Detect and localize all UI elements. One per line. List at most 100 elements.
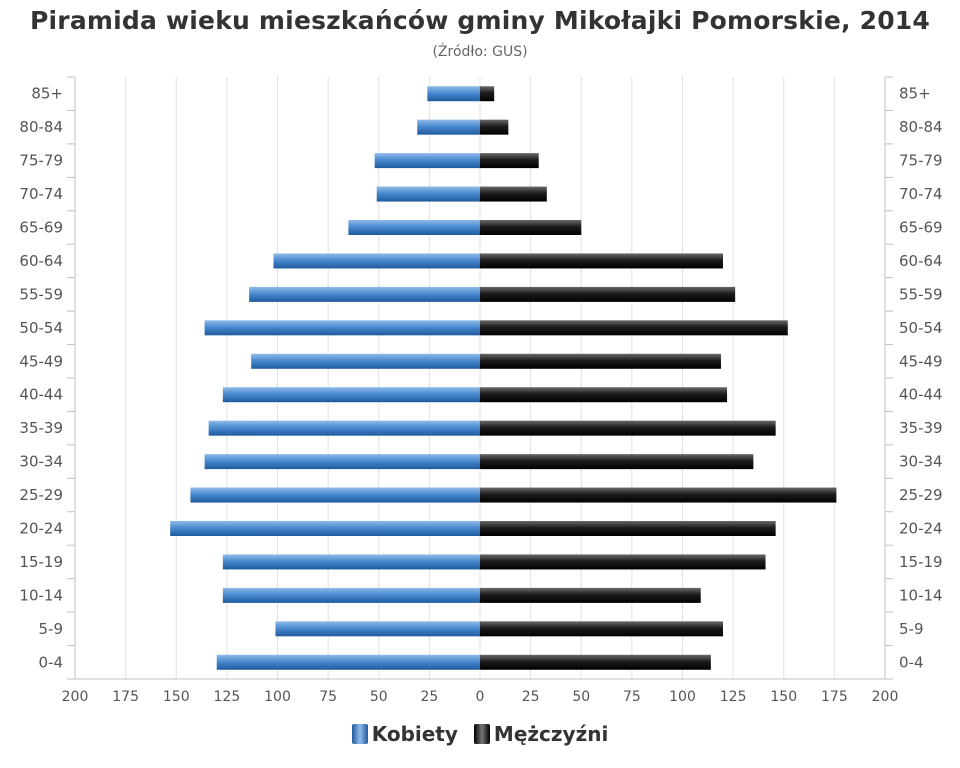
category-label-left: 10-14 [19,586,63,604]
category-label-right: 50-54 [899,319,943,337]
bar-kobiety[interactable] [216,654,480,670]
category-label-left: 85+ [31,85,63,103]
category-label-right: 85+ [899,85,931,103]
category-label-right: 40-44 [899,386,943,404]
x-tick-label: 200 [872,689,899,705]
bar-kobiety[interactable] [204,320,480,336]
category-label-left: 25-29 [19,486,63,504]
bar-mezczyzni[interactable] [480,554,766,570]
legend: Kobiety Mężczyźni [0,722,960,746]
category-label-left: 35-39 [19,419,63,437]
bar-mezczyzni[interactable] [480,220,582,235]
x-tick-label: 125 [214,689,241,705]
x-tick-label: 100 [669,689,696,705]
x-tick-label: 100 [264,689,291,705]
bar-kobiety[interactable] [427,86,480,102]
category-label-left: 75-79 [19,152,63,170]
x-tick-label: 25 [522,689,540,705]
bar-kobiety[interactable] [374,153,480,169]
bar-kobiety[interactable] [348,220,480,235]
legend-swatch-kobiety [351,724,368,744]
grid-lines [67,76,893,680]
bar-mezczyzni[interactable] [480,253,723,269]
chart-subtitle: (Źródło: GUS) [432,44,528,60]
category-label-left: 15-19 [19,553,63,571]
category-label-left: 70-74 [19,185,63,203]
x-tick-label: 150 [163,689,190,705]
axis-labels: 200 175 150 125 100 75 50 25 0 25 50 75 100 125 150 175… [19,85,942,705]
x-tick-label: 125 [720,689,747,705]
category-label-right: 0-4 [899,653,924,671]
category-label-left: 0-4 [39,653,64,671]
bar-mezczyzni[interactable] [480,420,776,436]
x-tick-label: 75 [319,689,337,705]
category-label-left: 5-9 [39,620,64,638]
bar-mezczyzni[interactable] [480,487,837,503]
legend-label-mezczyzni: Mężczyźni [493,722,609,746]
x-tick-label: 150 [770,689,797,705]
bar-mezczyzni[interactable] [480,521,776,536]
bar-kobiety[interactable] [222,554,480,570]
category-label-left: 40-44 [19,386,63,404]
category-label-right: 80-84 [899,118,943,136]
category-label-right: 60-64 [899,252,943,270]
bar-kobiety[interactable] [273,253,480,269]
x-tick-label: 50 [370,689,388,705]
x-tick-label: 175 [821,689,848,705]
bar-kobiety[interactable] [204,454,480,470]
bar-mezczyzni[interactable] [480,320,788,336]
category-label-right: 5-9 [899,620,924,638]
x-tick-label: 0 [476,689,485,705]
bar-mezczyzni[interactable] [480,86,495,102]
category-label-left: 60-64 [19,252,63,270]
bar-kobiety[interactable] [376,186,480,202]
category-label-right: 10-14 [899,586,943,604]
bar-mezczyzni[interactable] [480,587,701,603]
bars [170,86,837,670]
category-label-right: 70-74 [899,185,943,203]
category-label-right: 65-69 [899,219,943,237]
category-label-left: 80-84 [19,118,63,136]
category-label-left: 45-49 [19,352,63,370]
category-label-right: 55-59 [899,285,943,303]
bar-mezczyzni[interactable] [480,286,736,302]
category-label-right: 30-34 [899,453,943,471]
chart-title: Piramida wieku mieszkańców gminy Mikołaj… [30,6,930,35]
bar-mezczyzni[interactable] [480,119,509,135]
bar-mezczyzni[interactable] [480,654,711,670]
bar-mezczyzni[interactable] [480,454,754,470]
category-label-left: 65-69 [19,219,63,237]
category-label-right: 25-29 [899,486,943,504]
bar-kobiety[interactable] [170,521,481,536]
bar-mezczyzni[interactable] [480,353,721,369]
bar-kobiety[interactable] [222,587,480,603]
bar-kobiety[interactable] [190,487,481,503]
legend-item-kobiety[interactable]: Kobiety [351,722,458,746]
legend-swatch-mezczyzni [473,724,490,744]
legend-label-kobiety: Kobiety [371,722,458,746]
bar-mezczyzni[interactable] [480,621,723,637]
x-tick-label: 75 [623,689,641,705]
bar-kobiety[interactable] [208,420,480,436]
legend-item-mezczyzni[interactable]: Mężczyźni [473,722,609,746]
category-label-left: 30-34 [19,453,63,471]
bar-mezczyzni[interactable] [480,186,547,202]
category-label-right: 20-24 [899,520,943,538]
bar-kobiety[interactable] [222,387,480,403]
category-label-right: 15-19 [899,553,943,571]
category-label-right: 45-49 [899,352,943,370]
bar-mezczyzni[interactable] [480,387,728,403]
x-tick-label: 25 [420,689,438,705]
bar-kobiety[interactable] [251,353,480,369]
bar-mezczyzni[interactable] [480,153,539,169]
x-tick-label: 50 [572,689,590,705]
bar-kobiety[interactable] [249,286,480,302]
bar-kobiety[interactable] [275,621,480,637]
category-label-right: 35-39 [899,419,943,437]
category-label-left: 20-24 [19,520,63,538]
category-label-left: 50-54 [19,319,63,337]
category-label-left: 55-59 [19,285,63,303]
x-tick-label: 200 [62,689,89,705]
bar-kobiety[interactable] [417,119,480,135]
